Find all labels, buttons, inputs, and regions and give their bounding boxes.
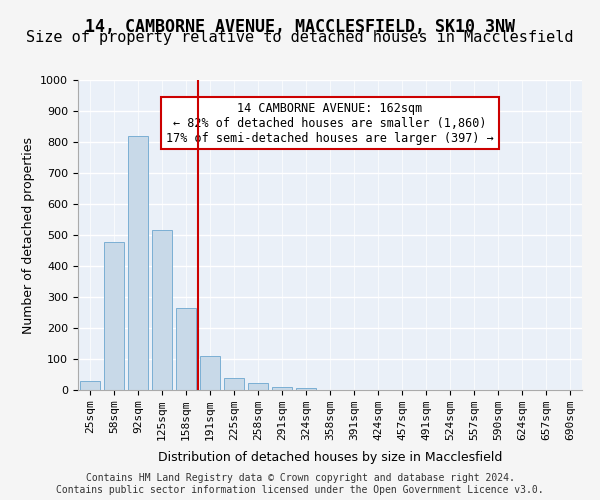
Bar (152, 230, 172, 390)
Bar (80, 382, 100, 390)
Bar (272, 387, 292, 390)
Bar (248, 383, 268, 390)
Bar (128, 136, 148, 390)
Text: 14 CAMBORNE AVENUE: 162sqm
← 82% of detached houses are smaller (1,860)
17% of s: 14 CAMBORNE AVENUE: 162sqm ← 82% of deta… (166, 102, 494, 144)
Bar (104, 242, 124, 390)
Bar (176, 308, 196, 390)
Bar (224, 378, 244, 390)
Bar (296, 388, 316, 390)
Bar (200, 356, 220, 390)
Text: Size of property relative to detached houses in Macclesfield: Size of property relative to detached ho… (26, 30, 574, 45)
Text: Contains HM Land Registry data © Crown copyright and database right 2024.
Contai: Contains HM Land Registry data © Crown c… (56, 474, 544, 495)
Y-axis label: Number of detached properties: Number of detached properties (22, 136, 35, 334)
X-axis label: Distribution of detached houses by size in Macclesfield: Distribution of detached houses by size … (158, 452, 502, 464)
Text: 14, CAMBORNE AVENUE, MACCLESFIELD, SK10 3NW: 14, CAMBORNE AVENUE, MACCLESFIELD, SK10 … (85, 18, 515, 36)
